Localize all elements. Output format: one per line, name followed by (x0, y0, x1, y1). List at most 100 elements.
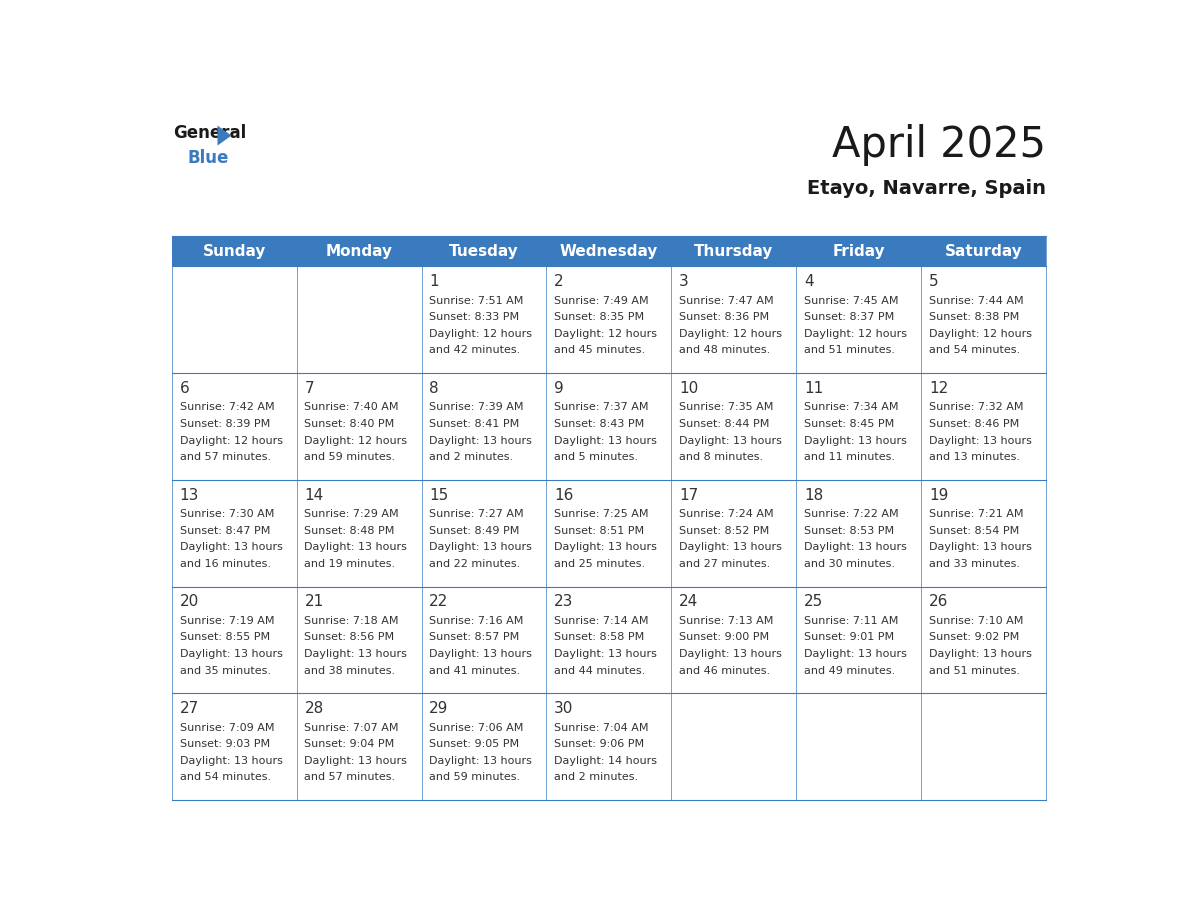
Text: 6: 6 (179, 381, 189, 396)
Text: Wednesday: Wednesday (560, 243, 658, 259)
Text: Sunrise: 7:40 AM: Sunrise: 7:40 AM (304, 402, 399, 412)
Text: 24: 24 (680, 594, 699, 610)
Text: 21: 21 (304, 594, 323, 610)
Bar (172, 266, 1045, 374)
Text: and 19 minutes.: and 19 minutes. (304, 559, 396, 569)
Text: Thursday: Thursday (694, 243, 773, 259)
Text: Sunset: 8:38 PM: Sunset: 8:38 PM (929, 312, 1019, 322)
Text: 16: 16 (554, 487, 574, 503)
Text: Daylight: 13 hours: Daylight: 13 hours (429, 543, 532, 553)
Text: and 44 minutes.: and 44 minutes. (554, 666, 645, 676)
Text: Sunset: 8:48 PM: Sunset: 8:48 PM (304, 526, 394, 536)
Text: Sunset: 8:58 PM: Sunset: 8:58 PM (554, 633, 644, 643)
Text: and 16 minutes.: and 16 minutes. (179, 559, 271, 569)
Text: Sunset: 8:51 PM: Sunset: 8:51 PM (554, 526, 644, 536)
Text: 3: 3 (680, 274, 689, 289)
Text: 29: 29 (429, 701, 449, 716)
Text: Daylight: 13 hours: Daylight: 13 hours (804, 543, 906, 553)
Text: Sunset: 8:46 PM: Sunset: 8:46 PM (929, 419, 1019, 429)
Text: and 54 minutes.: and 54 minutes. (179, 772, 271, 782)
Text: 13: 13 (179, 487, 198, 503)
Text: Daylight: 12 hours: Daylight: 12 hours (804, 329, 906, 339)
Text: and 57 minutes.: and 57 minutes. (304, 772, 396, 782)
Text: Sunrise: 7:14 AM: Sunrise: 7:14 AM (554, 616, 649, 626)
Text: Tuesday: Tuesday (449, 243, 519, 259)
Text: Sunset: 8:47 PM: Sunset: 8:47 PM (179, 526, 270, 536)
Text: and 2 minutes.: and 2 minutes. (554, 772, 638, 782)
Text: Sunrise: 7:25 AM: Sunrise: 7:25 AM (554, 509, 649, 520)
Text: Sunrise: 7:16 AM: Sunrise: 7:16 AM (429, 616, 524, 626)
Text: Sunrise: 7:47 AM: Sunrise: 7:47 AM (680, 296, 773, 306)
Text: 30: 30 (554, 701, 574, 716)
Text: and 48 minutes.: and 48 minutes. (680, 345, 770, 355)
Polygon shape (217, 126, 232, 146)
Text: 7: 7 (304, 381, 314, 396)
Text: 28: 28 (304, 701, 323, 716)
Text: Sunset: 8:54 PM: Sunset: 8:54 PM (929, 526, 1019, 536)
Text: and 59 minutes.: and 59 minutes. (429, 772, 520, 782)
Text: and 35 minutes.: and 35 minutes. (179, 666, 271, 676)
Text: Daylight: 12 hours: Daylight: 12 hours (680, 329, 782, 339)
Bar (172, 693, 1045, 800)
Text: Sunrise: 7:39 AM: Sunrise: 7:39 AM (429, 402, 524, 412)
Text: 19: 19 (929, 487, 948, 503)
Text: 8: 8 (429, 381, 438, 396)
Text: Sunrise: 7:10 AM: Sunrise: 7:10 AM (929, 616, 1023, 626)
Text: Daylight: 13 hours: Daylight: 13 hours (680, 649, 782, 659)
Text: and 27 minutes.: and 27 minutes. (680, 559, 770, 569)
Text: Sunrise: 7:30 AM: Sunrise: 7:30 AM (179, 509, 274, 520)
Text: Sunset: 9:05 PM: Sunset: 9:05 PM (429, 739, 519, 749)
Text: Sunset: 8:37 PM: Sunset: 8:37 PM (804, 312, 895, 322)
Text: 14: 14 (304, 487, 323, 503)
Text: Sunrise: 7:24 AM: Sunrise: 7:24 AM (680, 509, 773, 520)
Text: Daylight: 13 hours: Daylight: 13 hours (429, 756, 532, 766)
Text: Sunrise: 7:04 AM: Sunrise: 7:04 AM (554, 722, 649, 733)
Text: Sunrise: 7:19 AM: Sunrise: 7:19 AM (179, 616, 274, 626)
Text: Daylight: 13 hours: Daylight: 13 hours (929, 649, 1031, 659)
Text: Daylight: 13 hours: Daylight: 13 hours (554, 543, 657, 553)
Text: and 22 minutes.: and 22 minutes. (429, 559, 520, 569)
Text: and 59 minutes.: and 59 minutes. (304, 452, 396, 462)
Bar (172, 374, 1045, 480)
Text: Sunset: 8:56 PM: Sunset: 8:56 PM (304, 633, 394, 643)
Text: Sunset: 9:01 PM: Sunset: 9:01 PM (804, 633, 895, 643)
Text: Daylight: 13 hours: Daylight: 13 hours (179, 543, 283, 553)
Text: Daylight: 13 hours: Daylight: 13 hours (554, 649, 657, 659)
Text: Sunset: 9:00 PM: Sunset: 9:00 PM (680, 633, 769, 643)
Text: Sunset: 8:35 PM: Sunset: 8:35 PM (554, 312, 644, 322)
Text: 2: 2 (554, 274, 564, 289)
Text: 9: 9 (554, 381, 564, 396)
Text: Daylight: 13 hours: Daylight: 13 hours (929, 543, 1031, 553)
Text: Sunrise: 7:29 AM: Sunrise: 7:29 AM (304, 509, 399, 520)
Text: Daylight: 12 hours: Daylight: 12 hours (929, 329, 1032, 339)
Text: Daylight: 12 hours: Daylight: 12 hours (429, 329, 532, 339)
Text: and 57 minutes.: and 57 minutes. (179, 452, 271, 462)
Text: and 41 minutes.: and 41 minutes. (429, 666, 520, 676)
Text: Sunset: 8:57 PM: Sunset: 8:57 PM (429, 633, 519, 643)
Text: Daylight: 13 hours: Daylight: 13 hours (804, 435, 906, 445)
Text: Daylight: 13 hours: Daylight: 13 hours (304, 649, 407, 659)
Text: Daylight: 13 hours: Daylight: 13 hours (929, 435, 1031, 445)
Text: Daylight: 13 hours: Daylight: 13 hours (179, 756, 283, 766)
Text: Sunset: 8:53 PM: Sunset: 8:53 PM (804, 526, 895, 536)
Text: 12: 12 (929, 381, 948, 396)
Text: Sunset: 8:49 PM: Sunset: 8:49 PM (429, 526, 519, 536)
Text: 27: 27 (179, 701, 198, 716)
Text: Daylight: 13 hours: Daylight: 13 hours (554, 435, 657, 445)
Text: Monday: Monday (326, 243, 392, 259)
Text: and 51 minutes.: and 51 minutes. (929, 666, 1019, 676)
Text: and 46 minutes.: and 46 minutes. (680, 666, 770, 676)
Text: and 30 minutes.: and 30 minutes. (804, 559, 895, 569)
Text: Sunset: 8:44 PM: Sunset: 8:44 PM (680, 419, 770, 429)
Text: Sunset: 9:02 PM: Sunset: 9:02 PM (929, 633, 1019, 643)
Text: and 49 minutes.: and 49 minutes. (804, 666, 896, 676)
Text: Sunrise: 7:32 AM: Sunrise: 7:32 AM (929, 402, 1023, 412)
Text: and 33 minutes.: and 33 minutes. (929, 559, 1019, 569)
Text: 15: 15 (429, 487, 449, 503)
Text: Daylight: 13 hours: Daylight: 13 hours (804, 649, 906, 659)
Bar (172, 236, 1045, 266)
Text: 4: 4 (804, 274, 814, 289)
Text: and 45 minutes.: and 45 minutes. (554, 345, 645, 355)
Text: Sunset: 8:40 PM: Sunset: 8:40 PM (304, 419, 394, 429)
Text: Daylight: 13 hours: Daylight: 13 hours (680, 435, 782, 445)
